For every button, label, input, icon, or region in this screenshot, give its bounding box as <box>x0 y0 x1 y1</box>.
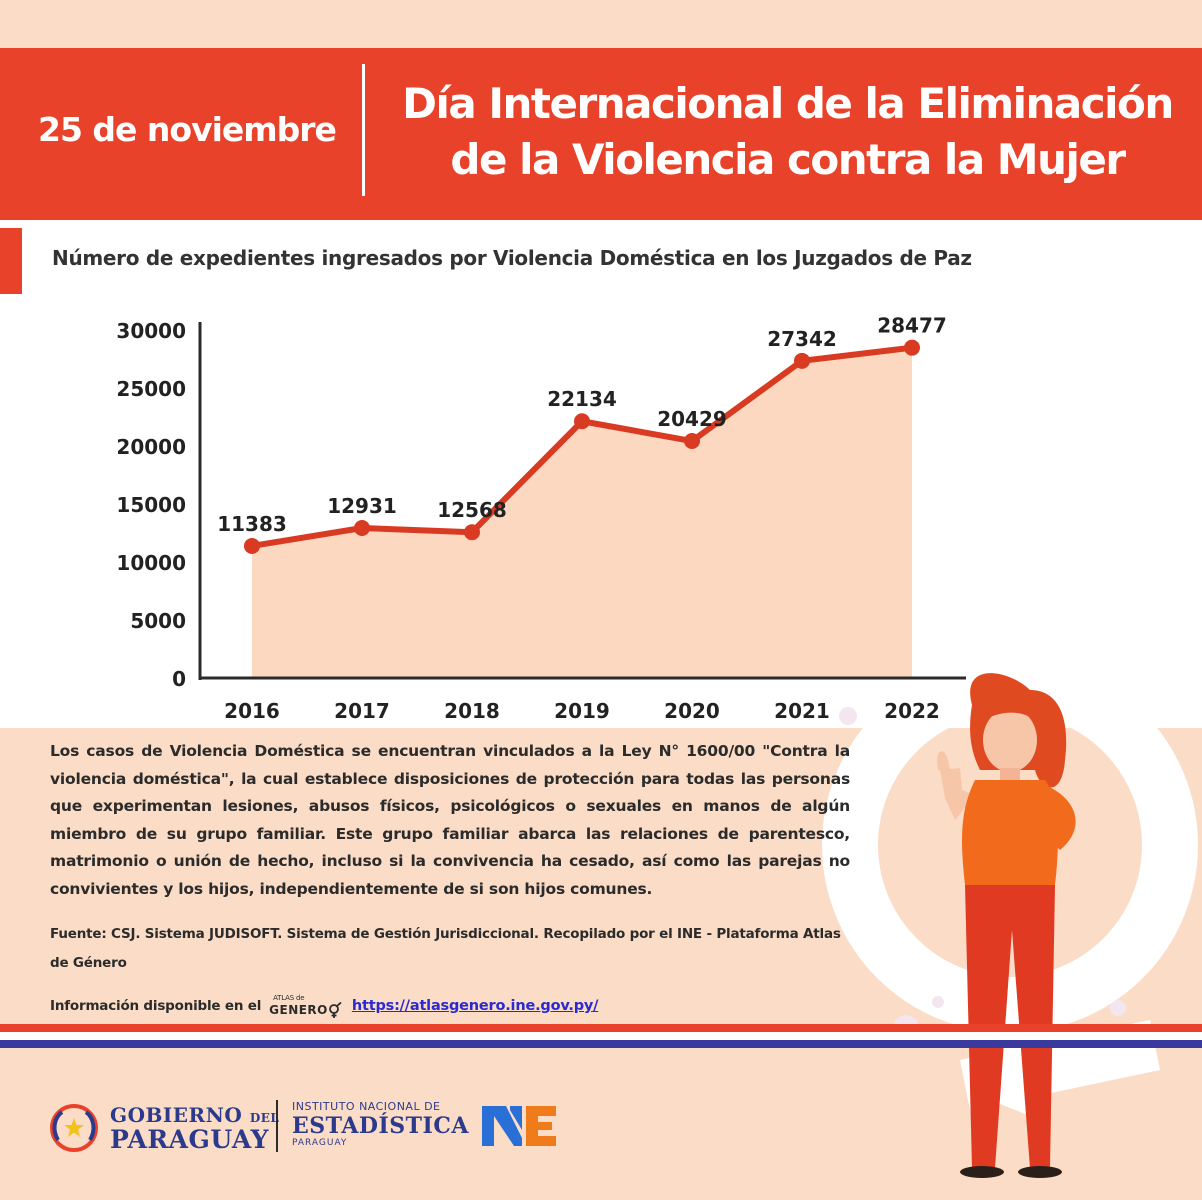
info-line: Información disponible en el ATLAS de GE… <box>50 994 750 1018</box>
x-tick-label: 2018 <box>444 699 500 723</box>
ine-text-logo: INSTITUTO NACIONAL DE ESTADÍSTICA PARAGU… <box>292 1101 469 1148</box>
gender-symbol-icon <box>328 1001 342 1018</box>
ine-line2: ESTADÍSTICA <box>292 1113 469 1139</box>
flag-stripe-red <box>0 1024 1202 1032</box>
ine-line3: PARAGUAY <box>292 1138 348 1148</box>
footer-separator <box>276 1100 278 1152</box>
coat-of-arms-icon <box>50 1104 98 1152</box>
source-note: Fuente: CSJ. Sistema JUDISOFT. Sistema d… <box>50 926 841 971</box>
chart-title-accent <box>0 228 22 294</box>
y-tick-label: 20000 <box>116 435 186 459</box>
data-label: 20429 <box>657 407 727 431</box>
y-tick-label: 30000 <box>116 319 186 343</box>
data-point <box>244 537 260 554</box>
data-label: 28477 <box>877 314 947 338</box>
flag-stripe-blue <box>0 1040 1202 1048</box>
x-tick-label: 2019 <box>554 699 610 723</box>
y-tick-label: 25000 <box>116 377 186 401</box>
atlas-genero-logo: ATLAS de GENERO <box>269 993 342 1018</box>
y-tick-label: 15000 <box>116 493 186 517</box>
body-paragraph: Los casos de Violencia Doméstica se encu… <box>50 742 850 898</box>
gobierno-logo: GOBIERNO DEL PARAGUAY <box>48 1098 279 1158</box>
y-tick-label: 5000 <box>130 609 186 633</box>
y-tick-label: 10000 <box>116 551 186 575</box>
data-label: 22134 <box>547 387 617 411</box>
info-label: Información disponible en el <box>50 998 262 1014</box>
atlas-logo-big: GENERO <box>269 1001 342 1018</box>
data-label: 11383 <box>217 512 287 536</box>
data-point <box>354 520 370 537</box>
flag-stripe-white <box>0 1032 1202 1040</box>
ine-logo-icon <box>482 1106 556 1146</box>
line-area-chart: 0 5000 10000 15000 20000 25000 30000 2016 2017 20… <box>116 314 966 723</box>
header-date: 25 de noviembre <box>38 110 337 149</box>
data-point <box>684 433 700 450</box>
atlas-logo-small: ATLAS de <box>273 993 305 1002</box>
gobierno-word: GOBIERNO <box>110 1102 243 1127</box>
data-point <box>464 524 480 541</box>
header-title: Día Internacional de la Eliminación de l… <box>380 76 1195 188</box>
ine-line1: INSTITUTO NACIONAL DE <box>292 1100 441 1113</box>
header-title-line1: Día Internacional de la Eliminación <box>402 79 1174 128</box>
data-label: 27342 <box>767 327 837 351</box>
atlas-logo-word: GENERO <box>269 1002 328 1017</box>
x-tick-label: 2016 <box>224 699 280 723</box>
gobierno-line2: PARAGUAY <box>110 1124 269 1154</box>
x-tick-label: 2020 <box>664 699 720 723</box>
data-point <box>904 339 920 356</box>
gobierno-line1: GOBIERNO DEL <box>110 1105 279 1125</box>
x-tick-label: 2022 <box>884 699 940 723</box>
data-label: 12568 <box>437 498 507 522</box>
gobierno-del: DEL <box>249 1110 280 1125</box>
header-divider <box>362 64 365 196</box>
chart-title: Número de expedientes ingresados por Vio… <box>52 246 972 270</box>
atlas-link[interactable]: https://atlasgenero.ine.gov.py/ <box>351 998 599 1014</box>
x-tick-label: 2017 <box>334 699 390 723</box>
data-point <box>574 413 590 430</box>
x-tick-label: 2021 <box>774 699 830 723</box>
header-title-line2: de la Violencia contra la Mujer <box>450 135 1126 184</box>
top-strip <box>0 0 1202 48</box>
data-point <box>794 352 810 369</box>
header-banner: 25 de noviembre Día Internacional de la … <box>0 48 1202 220</box>
data-label: 12931 <box>327 494 397 518</box>
y-tick-label: 0 <box>172 667 186 691</box>
area-fill <box>252 347 912 678</box>
